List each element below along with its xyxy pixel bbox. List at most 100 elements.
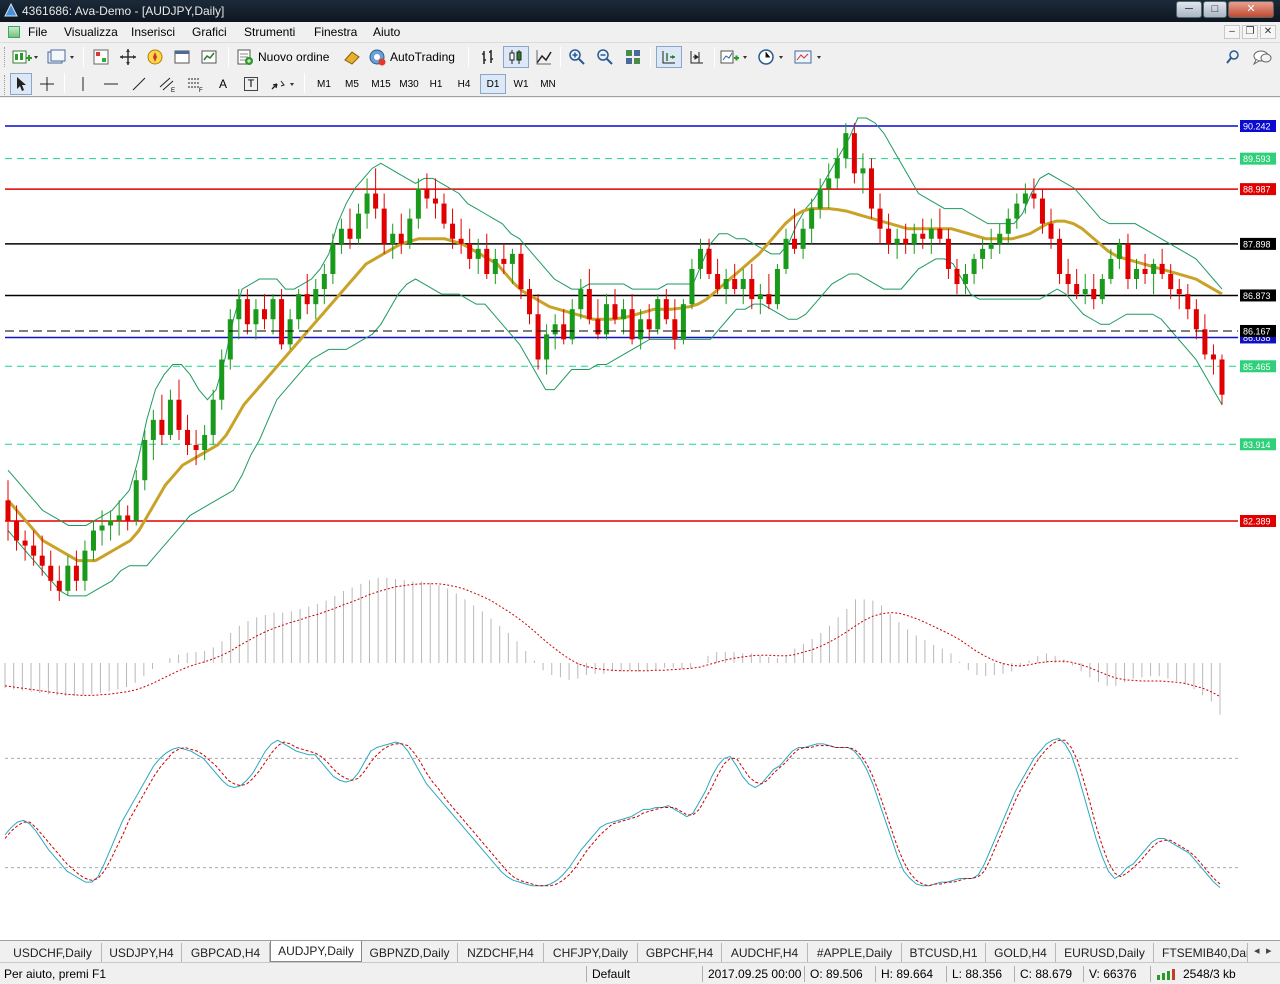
chart-restore-button[interactable]: ❐ (1242, 25, 1258, 39)
bollinger-lower (7, 258, 1223, 597)
timeframe-h4[interactable]: H4 (457, 78, 471, 90)
tab-audjpy-daily[interactable]: AUDJPY,Daily (270, 941, 362, 962)
tab-gold-h4[interactable]: GOLD,H4 (986, 943, 1056, 962)
autotrading-button[interactable]: AutoTrading (368, 46, 462, 68)
chart-window-icon[interactable] (8, 26, 20, 38)
candle-body (1134, 268, 1140, 280)
templates-button[interactable] (792, 46, 826, 68)
candle (1168, 263, 1174, 300)
timeframe-m30[interactable]: M30 (399, 78, 419, 90)
tab-nzdchf-h4[interactable]: NZDCHF,H4 (458, 943, 544, 962)
price-chart[interactable]: 90.242 89.593 88.987 87.898 86.873 86.038 85.4… (0, 98, 1280, 940)
toolbar-grip[interactable] (4, 75, 7, 95)
menu-help[interactable]: Aiuto (373, 25, 401, 39)
tab-usdjpy-h4[interactable]: USDJPY,H4 (102, 943, 182, 962)
candle (586, 268, 592, 325)
minimize-button[interactable]: ─ (1176, 1, 1202, 18)
maximize-button[interactable]: □ (1203, 1, 1227, 18)
menu-window[interactable]: Finestra (314, 25, 358, 39)
candle (407, 208, 413, 249)
tab-ftsemib40-daily[interactable]: FTSEMIB40,Dai (1154, 943, 1248, 962)
timeframe-m5[interactable]: M5 (345, 78, 359, 90)
new-chart-button[interactable] (10, 46, 40, 68)
text-label-tool[interactable]: T (240, 73, 262, 95)
data-window-button[interactable] (116, 46, 140, 68)
indicators-button[interactable] (718, 46, 750, 68)
crosshair-tool[interactable] (36, 73, 58, 95)
candle (150, 409, 156, 461)
tab-apple-daily[interactable]: #APPLE,Daily (808, 943, 902, 962)
zoom-out-button[interactable] (593, 46, 617, 68)
status-traffic: 2548/3 kb (1183, 967, 1236, 981)
menu-tools[interactable]: Strumenti (244, 25, 296, 39)
timeframe-m1[interactable]: M1 (317, 78, 331, 90)
candle (527, 279, 533, 325)
menu-insert[interactable]: Inserisci (131, 25, 176, 39)
chat-button[interactable] (1250, 46, 1274, 68)
tab-scroll-left-button[interactable]: ◂ (1254, 945, 1260, 957)
periods-button[interactable] (756, 46, 788, 68)
candle (629, 294, 635, 345)
tab-btcusd-h1[interactable]: BTCUSD,H1 (902, 943, 986, 962)
chart-minimize-button[interactable]: – (1224, 25, 1240, 39)
vertical-line-tool[interactable] (72, 73, 94, 95)
tab-gbpchf-h4[interactable]: GBPCHF,H4 (638, 943, 722, 962)
text-tool[interactable]: A (218, 77, 227, 91)
candle (1099, 273, 1105, 305)
tab-usdchf-daily[interactable]: USDCHF,Daily (4, 943, 102, 962)
current-price-label: 86.167 (1243, 326, 1271, 336)
level-label: 86.038 (1243, 333, 1271, 343)
tab-eurusd-daily[interactable]: EURUSD,Daily (1056, 943, 1154, 962)
chart-close-button[interactable]: ✕ (1260, 25, 1276, 39)
market-watch-button[interactable] (89, 46, 113, 68)
new-order-button[interactable]: Nuovo ordine (236, 46, 336, 68)
meta-editor-button[interactable] (340, 46, 364, 68)
navigator-icon (147, 49, 163, 65)
timeframe-d1[interactable]: D1 (480, 74, 506, 94)
horizontal-line-tool[interactable] (100, 73, 122, 95)
candle (14, 505, 20, 551)
level-label: 86.873 (1243, 291, 1271, 301)
search-button[interactable] (1222, 46, 1244, 68)
chart-shift-icon (690, 51, 703, 64)
arrows-tool[interactable] (268, 73, 298, 95)
strategy-tester-button[interactable] (197, 46, 221, 68)
close-button[interactable]: ✕ (1228, 1, 1274, 18)
trendline-tool[interactable] (128, 73, 150, 95)
timeframe-mn[interactable]: MN (540, 78, 556, 90)
timeframe-h1[interactable]: H1 (429, 78, 443, 90)
tile-windows-button[interactable] (621, 46, 645, 68)
candle (740, 268, 746, 305)
candle-body (82, 550, 88, 581)
fibonacci-tool[interactable]: F (184, 73, 206, 95)
tab-audchf-h4[interactable]: AUDCHF,H4 (722, 943, 808, 962)
timeframe-m15[interactable]: M15 (371, 78, 391, 90)
candle (894, 228, 900, 259)
tab-gbpcad-h4[interactable]: GBPCAD,H4 (182, 943, 270, 962)
chart-shift-button[interactable] (685, 46, 709, 68)
menu-charts[interactable]: Grafici (192, 25, 227, 39)
menu-view[interactable]: Visualizza (64, 25, 118, 39)
menu-file[interactable]: File (28, 25, 48, 39)
tab-gbpnzd-daily[interactable]: GBPNZD,Daily (362, 943, 458, 962)
tab-scroll-right-button[interactable]: ▸ (1266, 945, 1272, 957)
candle-body (1116, 243, 1122, 259)
chart-window[interactable]: 90.242 89.593 88.987 87.898 86.873 86.038 85.4… (0, 98, 1280, 940)
candle (210, 389, 216, 445)
candlestick-chart-button[interactable] (503, 46, 529, 68)
terminal-button[interactable] (170, 46, 194, 68)
timeframe-w1[interactable]: W1 (513, 78, 529, 90)
cursor-tool[interactable] (10, 73, 32, 95)
navigator-button[interactable] (143, 46, 167, 68)
level-label: 82.389 (1243, 517, 1271, 527)
candle (937, 208, 943, 244)
auto-scroll-button[interactable] (656, 46, 682, 68)
zoom-in-button[interactable] (565, 46, 589, 68)
bar-chart-button[interactable] (476, 46, 500, 68)
profiles-button[interactable] (45, 46, 77, 68)
equidistant-channel-tool[interactable]: E (156, 73, 178, 95)
toolbar-grip[interactable] (4, 47, 7, 67)
tab-chfjpy-daily[interactable]: CHFJPY,Daily (544, 943, 638, 962)
line-chart-button[interactable] (532, 46, 556, 68)
title-bar: 4361686: Ava-Demo - [AUDJPY,Daily] ─ □ ✕ (0, 0, 1280, 22)
